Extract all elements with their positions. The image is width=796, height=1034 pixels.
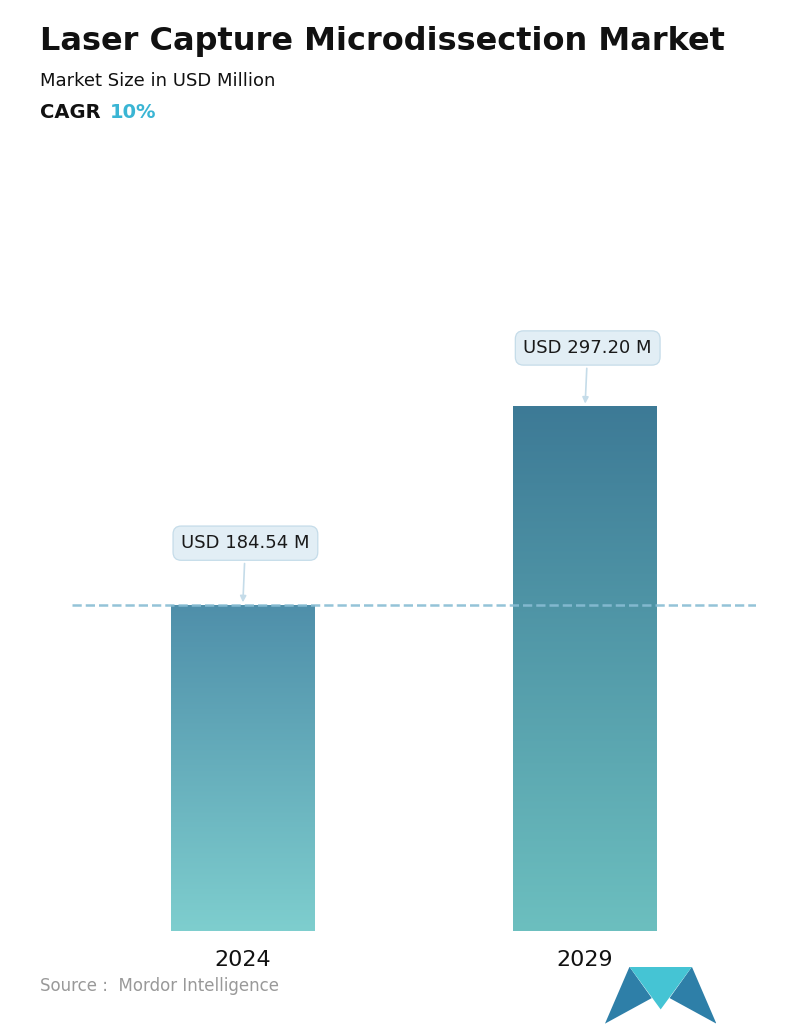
Polygon shape (630, 967, 692, 1009)
Polygon shape (669, 967, 716, 1024)
Text: Source :  Mordor Intelligence: Source : Mordor Intelligence (40, 977, 279, 995)
Text: Laser Capture Microdissection Market: Laser Capture Microdissection Market (40, 26, 724, 57)
Text: Market Size in USD Million: Market Size in USD Million (40, 72, 275, 90)
Polygon shape (605, 967, 652, 1024)
Text: USD 184.54 M: USD 184.54 M (181, 535, 310, 601)
Text: 10%: 10% (110, 103, 156, 122)
Text: USD 297.20 M: USD 297.20 M (524, 339, 652, 402)
Text: CAGR: CAGR (40, 103, 114, 122)
